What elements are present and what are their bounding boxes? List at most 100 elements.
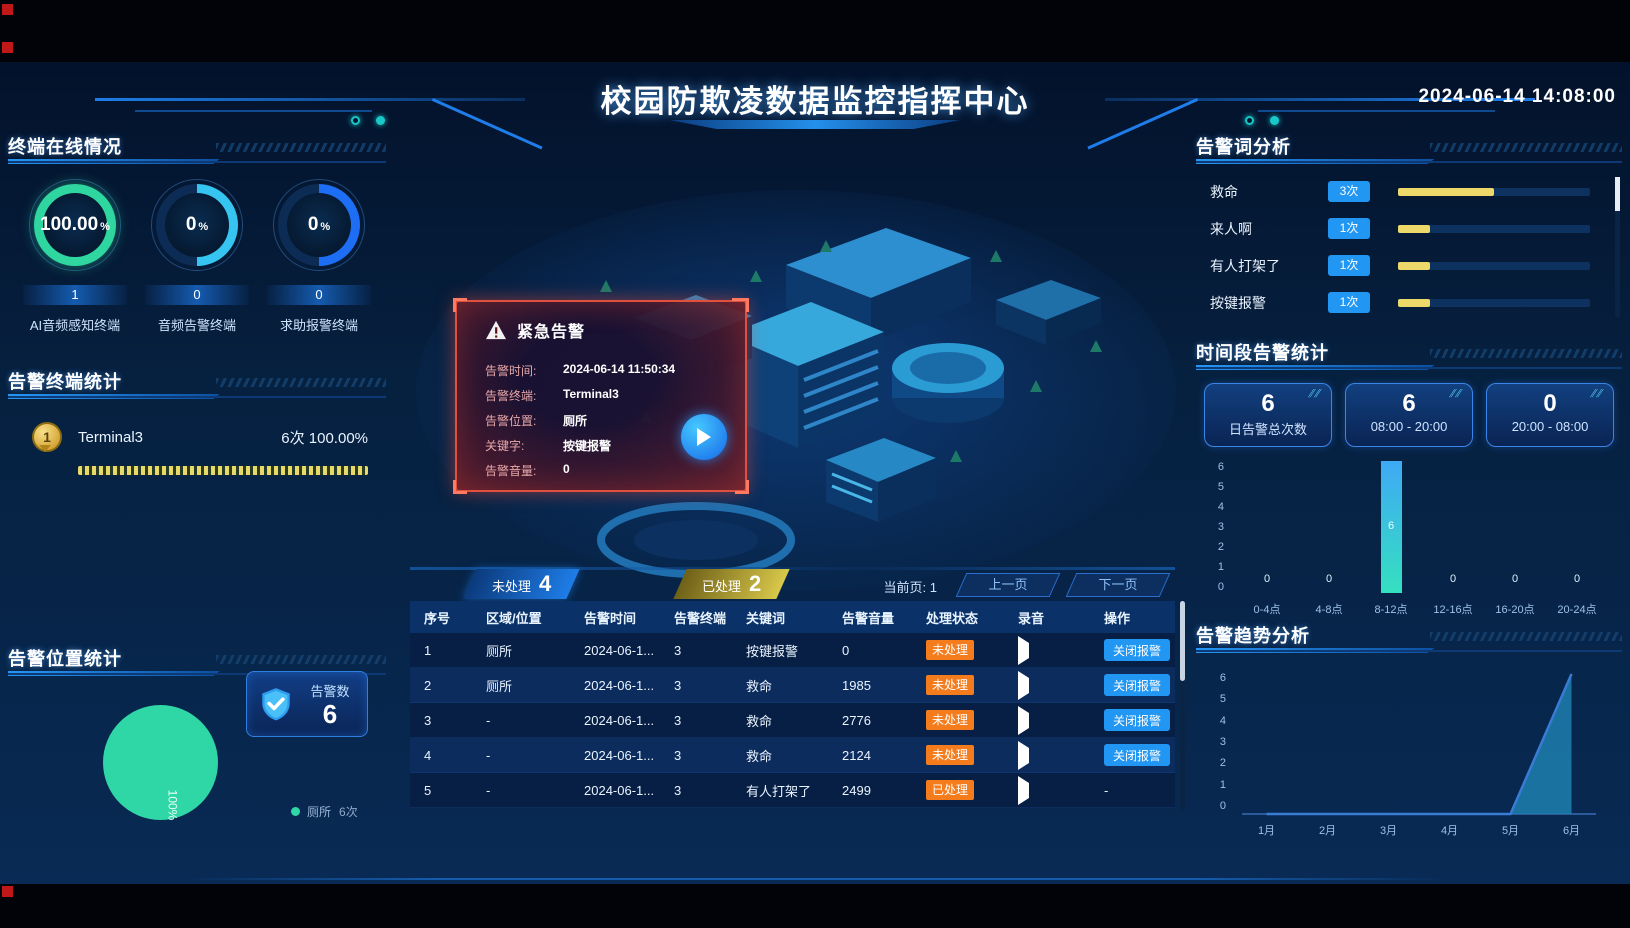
status-badge: 已处理 <box>926 780 974 800</box>
header-left-decoration <box>95 92 543 150</box>
terminal-name: Terminal3 <box>78 428 144 446</box>
gauge-label: AI音频感知终端 <box>29 318 121 333</box>
status-badge: 未处理 <box>926 640 974 660</box>
gauge-audio-alarm: 0% 0 音频告警终端 <box>141 179 253 334</box>
keyword-scrollbar[interactable] <box>1615 177 1620 317</box>
close-alarm-button[interactable]: 关闭报警 <box>1104 709 1170 731</box>
top-letterbox-bar <box>0 0 1630 62</box>
close-alarm-button[interactable]: 关闭报警 <box>1104 744 1170 766</box>
record-indicator-dot <box>2 42 13 53</box>
trend-line-plot <box>1242 673 1596 816</box>
decor-dot-icon <box>1245 116 1254 125</box>
panel-title: 告警位置统计 <box>8 649 122 669</box>
panel-title: 告警词分析 <box>1196 137 1291 157</box>
hatch-decoration <box>1430 349 1622 358</box>
stat-card-night-window: ⫽⫽ 0 20:00 - 08:00 <box>1486 383 1614 447</box>
status-badge: 未处理 <box>926 675 974 695</box>
datetime-display: 2024-06-14 14:08:00 <box>1418 86 1616 107</box>
panel-keyword-analysis: 告警词分析 救命 3次 来人啊 1次 有人打架了 1次 按键报警 1次 <box>1196 133 1622 333</box>
record-play-icon[interactable] <box>1018 670 1036 700</box>
status-badge: 未处理 <box>926 745 974 765</box>
terminal-rank-item: 1 Terminal3 6次 100.00% <box>8 400 386 475</box>
gauge-ai-audio: 100.00% 1 AI音频感知终端 <box>19 179 131 334</box>
keyword-count-chip: 1次 <box>1328 218 1370 239</box>
play-icon <box>696 428 720 446</box>
gauge-count: 1 <box>23 285 127 305</box>
panel-title: 终端在线情况 <box>8 137 122 157</box>
tab-unhandled[interactable]: 未处理 4 <box>463 569 580 599</box>
keyword-count-chip: 1次 <box>1328 292 1370 313</box>
legend-dot-icon <box>291 807 300 816</box>
hatch-decoration <box>215 655 386 664</box>
hatch-decoration <box>1430 632 1622 641</box>
medal-rank-icon: 1 <box>32 422 62 452</box>
alarm-table-section: 未处理 4 已处理 2 当前页: 1 上一页 下一页 序号 区域/位置 告警时间 告警终… <box>410 567 1185 883</box>
table-row: 1 厕所 2024-06-1... 3 按键报警 0 未处理 关闭报警 <box>410 633 1175 668</box>
record-indicator-dot <box>2 4 13 15</box>
hatch-decoration <box>215 143 386 152</box>
x-axis-labels: 1月 2月 3月 4月 5月 6月 <box>1257 825 1581 837</box>
keyword-bar <box>1398 298 1430 307</box>
dashboard-root: 校园防欺凌数据监控指挥中心 2024-06-14 14:08:00 终端在线情况… <box>0 62 1630 884</box>
popup-field: 告警终端: Terminal3 <box>485 387 619 403</box>
gauge-count: 0 <box>267 285 371 305</box>
alarm-count-label: 告警数 <box>310 683 350 699</box>
close-alarm-button[interactable]: 关闭报警 <box>1104 639 1170 661</box>
shield-check-icon <box>262 688 290 721</box>
prev-page-button[interactable]: 上一页 <box>955 573 1061 597</box>
record-play-icon[interactable] <box>1018 775 1036 805</box>
header-notch-decoration <box>670 120 960 129</box>
keyword-item: 按键报警 1次 <box>1196 292 1622 313</box>
keyword-bar <box>1398 187 1494 196</box>
panel-terminal-online: 终端在线情况 100.00% 1 AI音频感知终端 0% 0 音频 <box>8 133 386 361</box>
panel-title: 时间段告警统计 <box>1196 343 1329 363</box>
table-scrollbar[interactable] <box>1180 601 1185 810</box>
keyword-bar <box>1398 261 1430 270</box>
decor-dot-icon <box>1270 116 1279 125</box>
record-play-icon[interactable] <box>1018 635 1036 665</box>
current-page-info: 当前页: 1 <box>883 580 937 595</box>
donut-ring: 0% <box>278 184 360 266</box>
panel-terminal-stats: 告警终端统计 1 Terminal3 6次 100.00% <box>8 368 386 636</box>
no-action-dash: - <box>1104 782 1109 798</box>
table-row: 3- 2024-06-1... 3 救命 2776 未处理 关闭报警 <box>410 703 1175 738</box>
record-indicator-dot <box>2 886 13 897</box>
page-title: 校园防欺凌数据监控指挥中心 <box>600 84 1030 119</box>
popup-field: 告警音量: 0 <box>485 462 570 478</box>
popup-title: 紧急告警 <box>517 324 586 341</box>
record-play-icon[interactable] <box>1018 705 1036 735</box>
panel-location-stats: 告警位置统计 100% 告警数 6 厕所 <box>8 645 386 880</box>
alarm-table: 序号 区域/位置 告警时间 告警终端 关键词 告警音量 处理状态 录音 操作 1 厕所 2… <box>410 601 1175 808</box>
keyword-count-chip: 3次 <box>1328 181 1370 202</box>
tab-handled[interactable]: 已处理 2 <box>673 569 790 599</box>
table-header-row: 序号 区域/位置 告警时间 告警终端 关键词 告警音量 处理状态 录音 操作 <box>410 601 1175 633</box>
location-pie-chart: 100% <box>103 705 218 820</box>
header: 校园防欺凌数据监控指挥中心 2024-06-14 14:08:00 <box>0 62 1630 150</box>
gauge-help-alarm: 0% 0 求助报警终端 <box>263 179 375 334</box>
status-badge: 未处理 <box>926 710 974 730</box>
panel-title: 告警趋势分析 <box>1196 626 1310 646</box>
terminal-progress-bar <box>78 466 368 475</box>
pie-percent-label: 100% <box>165 789 180 821</box>
panel-time-stats: 时间段告警统计 ⫽⫽ 6 日告警总次数 ⫽⫽ 6 08:00 - 20:00 ⫽… <box>1196 339 1622 616</box>
bottom-letterbox-bar <box>0 884 1630 928</box>
pie-legend-item: 厕所 6次 <box>291 803 358 820</box>
x-axis-labels: 0-4点 4-8点 8-12点 12-16点 16-20点 20-24点 <box>1253 604 1597 616</box>
decor-dot-icon <box>351 116 360 125</box>
alert-play-button[interactable] <box>681 414 727 460</box>
hatch-decoration <box>215 378 386 387</box>
keyword-bar <box>1398 224 1430 233</box>
record-play-icon[interactable] <box>1018 740 1036 770</box>
keyword-item: 救命 3次 <box>1196 181 1622 202</box>
next-page-button[interactable]: 下一页 <box>1065 573 1171 597</box>
keyword-count-chip: 1次 <box>1328 255 1370 276</box>
donut-ring: 0% <box>156 184 238 266</box>
close-alarm-button[interactable]: 关闭报警 <box>1104 674 1170 696</box>
emergency-alert-popup: 紧急告警 告警时间: 2024-06-14 11:50:34 告警终端: Termi… <box>453 298 749 494</box>
terminal-stats-value: 6次 100.00% <box>281 429 368 447</box>
